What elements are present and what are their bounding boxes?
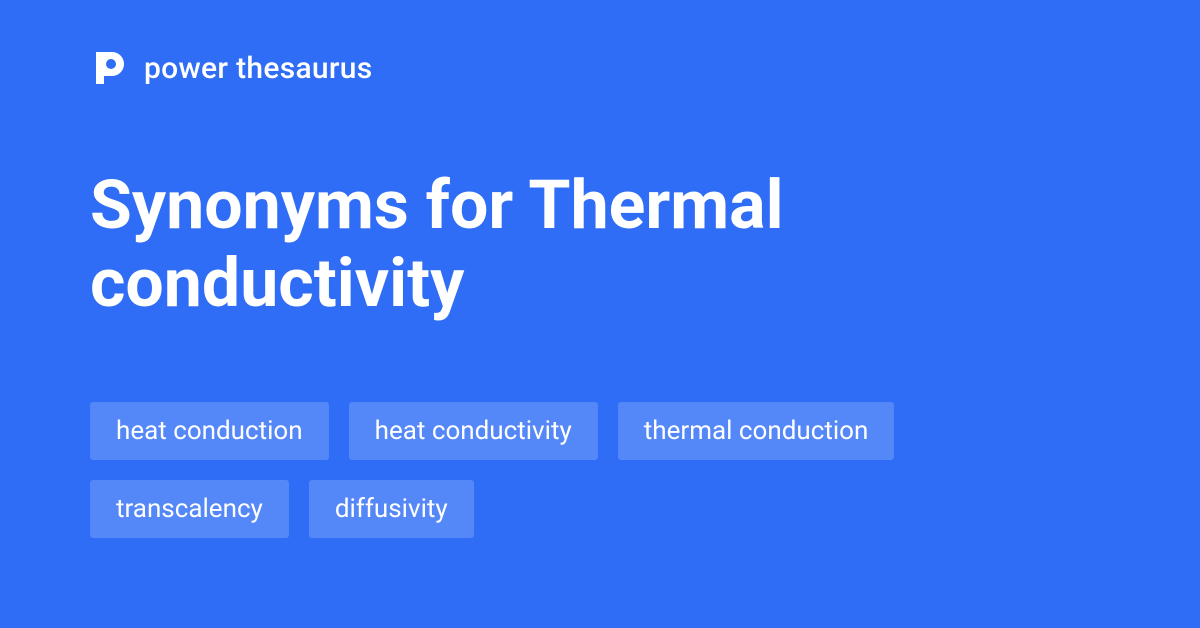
synonym-chip[interactable]: thermal conduction <box>618 402 895 460</box>
brand-row: power thesaurus <box>90 50 1110 86</box>
synonym-chip[interactable]: heat conduction <box>90 402 329 460</box>
synonym-chip[interactable]: heat conductivity <box>349 402 598 460</box>
synonym-chip[interactable]: diffusivity <box>309 480 474 538</box>
page-title: Synonyms for Thermal conductivity <box>90 166 1040 322</box>
synonym-chip[interactable]: transcalency <box>90 480 289 538</box>
brand-name: power thesaurus <box>144 51 373 86</box>
logo-hole <box>106 59 116 69</box>
card: power thesaurus Synonyms for Thermal con… <box>0 0 1200 628</box>
brand-logo-icon <box>90 50 126 86</box>
synonym-chip-list: heat conduction heat conductivity thermal … <box>90 402 990 538</box>
